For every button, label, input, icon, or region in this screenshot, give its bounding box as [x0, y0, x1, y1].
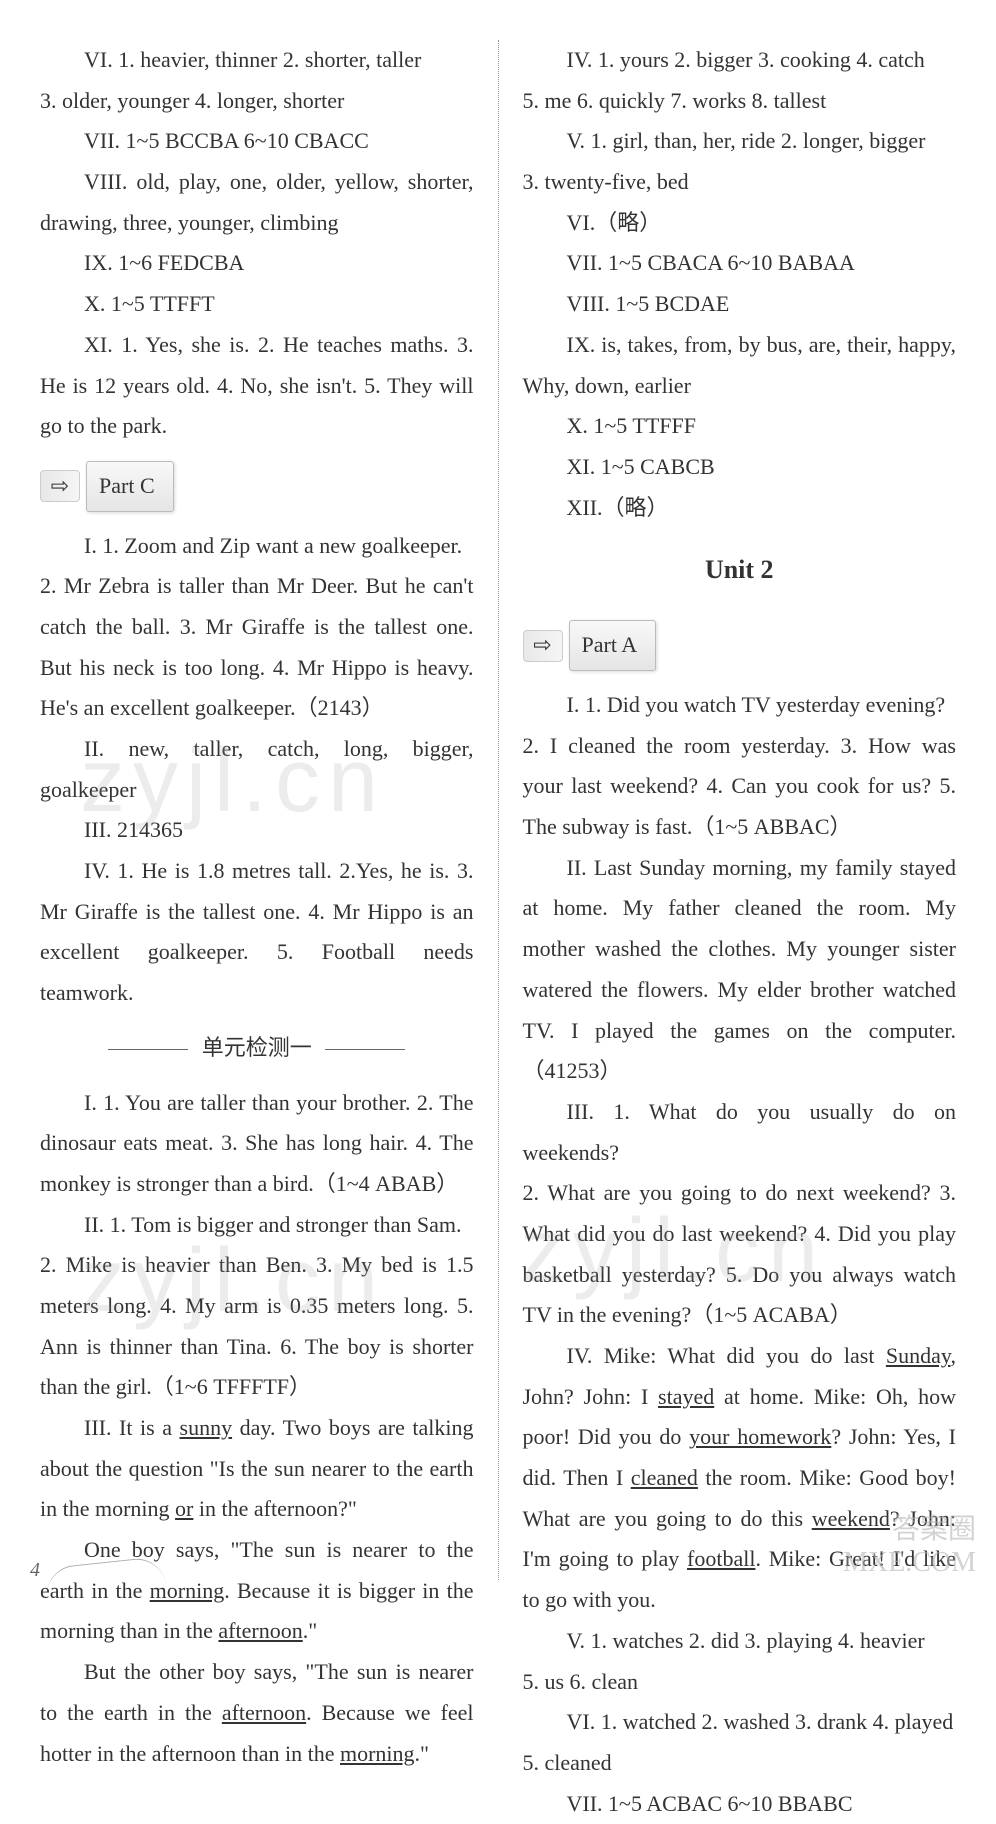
corner-watermark-line2: MXE.COM [843, 1546, 976, 1580]
answer-line: III. 214365 [40, 810, 474, 851]
corner-watermark: 答案圈 MXE.COM [843, 1513, 976, 1580]
two-column-layout: VI. 1. heavier, thinner 2. shorter, tall… [40, 40, 956, 1580]
answer-line: I. 1. You are taller than your brother. … [40, 1083, 474, 1205]
answer-line: VIII. old, play, one, older, yellow, sho… [40, 162, 474, 243]
right-column: IV. 1. yours 2. bigger 3. cooking 4. cat… [523, 40, 957, 1580]
answer-line: VII. 1~5 ACBAC 6~10 BBABC [523, 1784, 957, 1824]
answer-line: X. 1~5 TTFFT [40, 284, 474, 325]
answer-line: V. 1. watches 2. did 3. playing 4. heavi… [523, 1621, 957, 1662]
unit-test-divider: 单元检测一 [40, 1028, 474, 1069]
answer-line: V. 1. girl, than, her, ride 2. longer, b… [523, 121, 957, 162]
part-c-header: ⇨ Part C [40, 461, 174, 512]
passage-paragraph: III. It is a sunny day. Two boys are tal… [40, 1408, 474, 1530]
answer-line: VII. 1~5 BCCBA 6~10 CBACC [40, 121, 474, 162]
answer-line: VI. 1. heavier, thinner 2. shorter, tall… [40, 40, 474, 81]
answer-line: IX. 1~6 FEDCBA [40, 243, 474, 284]
answer-line: I. 1. Zoom and Zip want a new goalkeeper… [40, 526, 474, 567]
answer-line: 5. me 6. quickly 7. works 8. tallest [523, 81, 957, 122]
answer-line: II. Last Sunday morning, my family staye… [523, 848, 957, 1092]
answer-line: IV. 1. He is 1.8 metres tall. 2.Yes, he … [40, 851, 474, 1014]
passage-paragraph: But the other boy says, "The sun is near… [40, 1652, 474, 1774]
answer-line: X. 1~5 TTFFF [523, 406, 957, 447]
answer-line: VIII. 1~5 BCDAE [523, 284, 957, 325]
page-number: 4 [30, 1559, 40, 1582]
answer-line: I. 1. Did you watch TV yesterday evening… [523, 685, 957, 726]
part-a-label: Part A [569, 620, 657, 671]
answer-line: II. new, taller, catch, long, bigger, go… [40, 729, 474, 810]
arrow-icon: ⇨ [40, 470, 80, 502]
part-a-header: ⇨ Part A [523, 620, 657, 671]
answer-line: 3. twenty-five, bed [523, 162, 957, 203]
answer-line: VI.（略） [523, 203, 957, 244]
answer-line: 2. Mr Zebra is taller than Mr Deer. But … [40, 566, 474, 729]
unit-2-title: Unit 2 [523, 546, 957, 594]
part-c-label: Part C [86, 461, 174, 512]
answer-line: XI. 1~5 CABCB [523, 447, 957, 488]
unit-test-label: 单元检测一 [202, 1035, 312, 1060]
answer-line: II. 1. Tom is bigger and stronger than S… [40, 1205, 474, 1246]
answer-line: 5. us 6. clean [523, 1662, 957, 1703]
answer-line: XII.（略） [523, 488, 957, 529]
answer-line: VI. 1. watched 2. washed 3. drank 4. pla… [523, 1702, 957, 1743]
left-column: VI. 1. heavier, thinner 2. shorter, tall… [40, 40, 499, 1580]
answer-line: IX. is, takes, from, by bus, are, their,… [523, 325, 957, 406]
answer-line: 3. older, younger 4. longer, shorter [40, 81, 474, 122]
answer-line: IV. 1. yours 2. bigger 3. cooking 4. cat… [523, 40, 957, 81]
answer-line: 2. What are you going to do next weekend… [523, 1173, 957, 1336]
answer-line: 2. Mike is heavier than Ben. 3. My bed i… [40, 1245, 474, 1408]
answer-line: 5. cleaned [523, 1743, 957, 1784]
arrow-icon: ⇨ [523, 630, 563, 662]
answer-line: 2. I cleaned the room yesterday. 3. How … [523, 726, 957, 848]
answer-line: VII. 1~5 CBACA 6~10 BABAA [523, 243, 957, 284]
answer-line: III. 1. What do you usually do on weeken… [523, 1092, 957, 1173]
corner-watermark-line1: 答案圈 [843, 1513, 976, 1547]
answer-line: XI. 1. Yes, she is. 2. He teaches maths.… [40, 325, 474, 447]
